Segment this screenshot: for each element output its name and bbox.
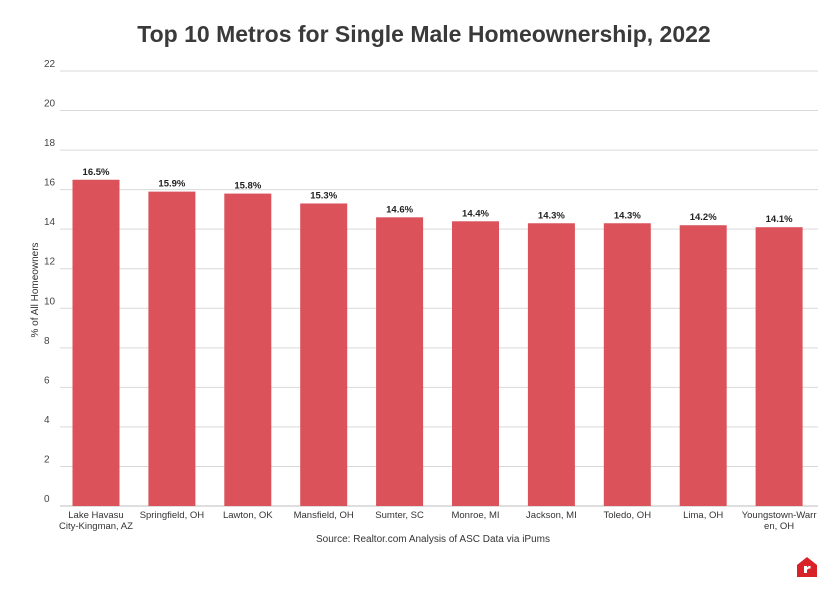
x-category-label: Monroe, MI: [451, 510, 499, 521]
bar: [300, 203, 348, 506]
x-category-label: Jackson, MI: [526, 510, 577, 521]
bar: [755, 227, 803, 507]
x-category-label-line: Sumter, SC: [375, 510, 424, 521]
data-label: 14.4%: [462, 208, 489, 219]
bars: [72, 179, 803, 507]
y-tick-label: 10: [44, 296, 56, 307]
data-label: 15.3%: [310, 190, 337, 201]
x-category-label-line: City-Kingman, AZ: [59, 521, 133, 532]
x-category-label-line: Lawton, OK: [223, 510, 273, 521]
data-label: 14.3%: [614, 210, 641, 221]
bar: [452, 221, 499, 507]
data-label: 14.1%: [766, 214, 793, 225]
bar: [679, 225, 727, 506]
x-category-label-line: en, OH: [764, 521, 794, 532]
x-category-label-line: Monroe, MI: [451, 510, 499, 521]
x-category-label-line: Mansfield, OH: [294, 510, 354, 521]
y-tick-label: 0: [44, 494, 50, 505]
data-labels: 16.5% 15.9% 15.8% 15.3% 14.6% 14.4% 14.3% 14.3%…: [83, 167, 794, 225]
data-label: 15.8%: [234, 181, 261, 192]
y-tick-label: 16: [44, 178, 56, 189]
y-tick-label: 4: [44, 415, 50, 426]
x-category-label-line: Lake Havasu: [68, 510, 123, 521]
x-category-label: Lawton, OK: [223, 510, 273, 521]
y-tick-label: 22: [44, 59, 56, 70]
data-label: 14.3%: [538, 210, 565, 221]
bar: [72, 179, 120, 506]
y-tick-label: 20: [44, 99, 56, 110]
data-label: 15.9%: [158, 179, 185, 190]
x-category-label-line: Youngstown-Warr: [742, 510, 817, 521]
data-label: 14.2%: [690, 212, 717, 223]
bar: [376, 217, 424, 506]
realtor-logo-icon: [797, 557, 817, 577]
x-category-label: Springfield, OH: [140, 510, 205, 521]
y-tick-label: 8: [44, 336, 50, 347]
x-category-label-line: Jackson, MI: [526, 510, 577, 521]
bar: [603, 223, 651, 506]
x-category-label: Lima, OH: [683, 510, 723, 521]
x-category-label-line: Toledo, OH: [604, 510, 652, 521]
bar: [148, 191, 196, 506]
x-category-label-line: Lima, OH: [683, 510, 723, 521]
x-category-label: Lake Havasu City-Kingman, AZ: [59, 510, 133, 532]
bar: [527, 223, 575, 506]
x-axis-categories: Lake Havasu City-Kingman, AZ Springfield, …: [59, 510, 816, 532]
x-category-label: Mansfield, OH: [294, 510, 354, 521]
y-tick-label: 6: [44, 375, 50, 386]
source-note: Source: Realtor.com Analysis of ASC Data…: [316, 534, 550, 545]
data-label: 14.6%: [386, 204, 413, 215]
x-category-label: Youngstown-Warr en, OH: [742, 510, 817, 532]
x-category-label: Toledo, OH: [604, 510, 652, 521]
y-tick-label: 14: [44, 217, 56, 228]
y-axis-ticks: 0 2 4 6 8 10 12 14 16 18 20 22: [44, 59, 56, 505]
y-tick-label: 18: [44, 138, 56, 149]
bar: [224, 193, 272, 506]
data-label: 16.5%: [83, 167, 110, 178]
x-category-label-line: Springfield, OH: [140, 510, 205, 521]
y-axis-title: % of All Homeowners: [30, 242, 41, 337]
y-tick-label: 12: [44, 257, 56, 268]
y-tick-label: 2: [44, 454, 50, 465]
chart-title: Top 10 Metros for Single Male Homeowners…: [137, 21, 710, 47]
x-category-label: Sumter, SC: [375, 510, 424, 521]
